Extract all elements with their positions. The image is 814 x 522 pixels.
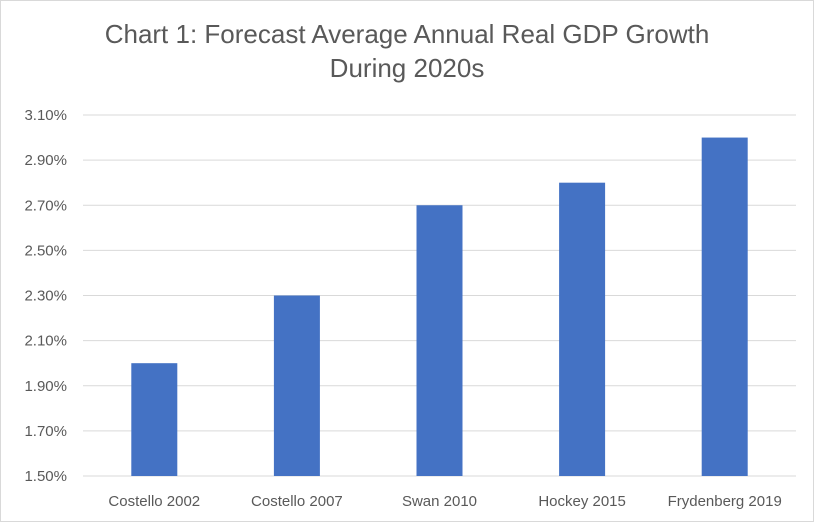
y-tick-label: 2.50% (24, 242, 67, 259)
x-axis-category-labels: Costello 2002 Costello 2007 Swan 2010 Hocke… (108, 493, 781, 510)
bar-0 (131, 363, 178, 476)
x-category-label: Costello 2007 (251, 493, 343, 510)
y-tick-label: 1.50% (24, 468, 67, 485)
bar-2 (416, 205, 463, 476)
y-tick-label: 1.90% (24, 378, 67, 395)
x-category-label: Frydenberg 2019 (668, 493, 782, 510)
bar-3 (559, 182, 606, 476)
bars (131, 137, 748, 476)
chart-title-line-1: Chart 1: Forecast Average Annual Real GD… (104, 19, 710, 49)
y-tick-label: 2.90% (24, 152, 67, 169)
y-tick-label: 1.70% (24, 423, 67, 440)
x-category-label: Hockey 2015 (538, 493, 626, 510)
chart-title-line-2: During 2020s (329, 53, 485, 83)
bar-1 (273, 295, 320, 476)
chart-title: Chart 1: Forecast Average Annual Real GD… (1, 17, 813, 85)
y-tick-label: 2.10% (24, 333, 67, 350)
y-tick-label: 3.10% (24, 107, 67, 124)
x-category-label: Swan 2010 (402, 493, 477, 510)
y-tick-label: 2.70% (24, 197, 67, 214)
x-category-label: Costello 2002 (108, 493, 200, 510)
y-axis-tick-labels: 1.50% 1.70% 1.90% 2.10% 2.30% 2.50% 2.70% 2.90%… (24, 107, 67, 485)
bar-4 (701, 137, 748, 476)
y-tick-label: 2.30% (24, 288, 67, 305)
